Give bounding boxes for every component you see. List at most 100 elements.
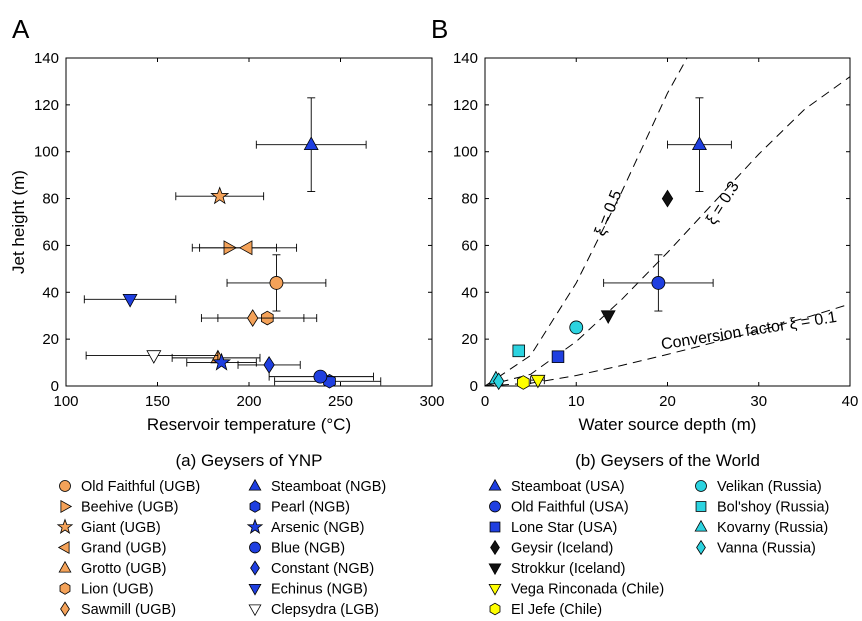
legend-label: Grotto (UGB) xyxy=(81,561,166,577)
star-legend-marker xyxy=(56,518,74,534)
y-tick-label: 100 xyxy=(34,144,59,161)
legend-label: Constant (NGB) xyxy=(271,561,374,577)
x-tick-label: 200 xyxy=(236,393,261,410)
legend-label: Blue (NGB) xyxy=(271,541,345,557)
legend-entry-sawmill-ugb: Sawmill (UGB) xyxy=(60,601,176,618)
data-point-sawmill-ugb xyxy=(200,309,305,327)
y-tick-label: 0 xyxy=(470,378,478,395)
square-marker xyxy=(551,350,565,363)
legend-entry-giant-ugb: Giant (UGB) xyxy=(56,518,161,536)
legend-entry-vega-rinconada-chile: Vega Rinconada (Chile) xyxy=(488,582,664,598)
legend-label: Velikan (Russia) xyxy=(717,479,822,495)
square-marker xyxy=(512,344,526,358)
legend-label: Kovarny (Russia) xyxy=(717,520,828,536)
legend-title: (a) Geysers of YNP xyxy=(175,451,322,470)
triangle-up-legend-marker xyxy=(694,519,708,532)
conversion-line-label: ξ = 0.3 xyxy=(703,178,743,227)
legend-entry-old-faithful-ugb: Old Faithful (UGB) xyxy=(59,479,200,495)
data-point-strokkur-iceland xyxy=(600,310,616,325)
legend-label: Sawmill (UGB) xyxy=(81,602,176,618)
square-legend-marker xyxy=(489,521,501,533)
circle-legend-marker xyxy=(489,500,501,513)
legend-entry-echinus-ngb: Echinus (NGB) xyxy=(248,582,368,598)
legend-label: Lion (UGB) xyxy=(81,582,154,598)
data-point-constant-ngb xyxy=(237,356,301,374)
data-point-steamboat-usa xyxy=(667,97,732,192)
data-point-vega-rinconada-chile xyxy=(530,374,546,389)
panel-a: A 100 150 200 250 300 0 20 40 60 80 100 120 140 Reserv… xyxy=(9,14,445,618)
legend-entry-steamboat-usa: Steamboat (USA) xyxy=(488,478,625,495)
x-tick-label: 0 xyxy=(481,393,489,410)
legend-entry-clepsydra-lgb: Clepsydra (LGB) xyxy=(248,602,379,618)
hexagon-legend-marker xyxy=(59,582,71,595)
y-tick-label: 20 xyxy=(461,331,478,348)
legend-entry-steamboat-ngb: Steamboat (NGB) xyxy=(248,478,386,495)
legend-entry-arsenic-ngb: Arsenic (NGB) xyxy=(246,518,364,536)
plot-frame xyxy=(65,57,433,387)
legend-label: Old Faithful (USA) xyxy=(511,500,629,516)
diamond-legend-marker xyxy=(696,539,706,556)
legend-entry-pearl-ngb: Pearl (NGB) xyxy=(249,500,350,516)
legend-label: Steamboat (NGB) xyxy=(271,479,386,495)
square-legend-marker xyxy=(695,501,707,512)
star-marker xyxy=(212,352,232,371)
data-point-clepsydra-lgb xyxy=(85,350,219,364)
hexagon-legend-marker xyxy=(489,602,501,616)
triangle-left-marker xyxy=(238,240,253,256)
data-point-lone-star-usa xyxy=(551,350,565,363)
conversion-line-label: Conversion factor ξ = 0.1 xyxy=(660,309,838,354)
triangle-down-marker xyxy=(530,374,546,389)
triangle-down-marker xyxy=(600,310,616,325)
legend-entry-bol-shoy-russia: Bol'shoy (Russia) xyxy=(695,500,829,516)
legend-label: Vega Rinconada (Chile) xyxy=(511,582,664,598)
conversion-line-label: ξ = 0.5 xyxy=(592,188,626,239)
conversion-line-xi-0-5 xyxy=(485,58,688,386)
legend-label: Clepsydra (LGB) xyxy=(271,602,379,618)
legend-entry-velikan-russia: Velikan (Russia) xyxy=(695,479,822,495)
hexagon-marker xyxy=(517,375,530,390)
legend-entry-lone-star-usa: Lone Star (USA) xyxy=(489,520,617,536)
y-tick-label: 120 xyxy=(453,97,478,114)
legend-label: Giant (UGB) xyxy=(81,520,161,536)
legend-entry-blue-ngb: Blue (NGB) xyxy=(249,541,345,557)
legend-label: Lone Star (USA) xyxy=(511,520,617,536)
legend-label: Grand (UGB) xyxy=(81,541,166,557)
x-tick-label: 30 xyxy=(750,393,767,410)
triangle-left-legend-marker xyxy=(57,541,70,554)
legend-label: Steamboat (USA) xyxy=(511,479,625,495)
x-tick-label: 150 xyxy=(145,393,170,410)
circle-legend-marker xyxy=(249,541,261,554)
legend-entry-lion-ugb: Lion (UGB) xyxy=(59,582,154,598)
x-axis-label: Water source depth (m) xyxy=(579,415,757,434)
circle-marker xyxy=(651,276,666,290)
star-legend-marker xyxy=(246,518,264,534)
x-tick-label: 100 xyxy=(53,393,78,410)
legend-entry-grotto-ugb: Grotto (UGB) xyxy=(58,560,166,577)
panel-label: B xyxy=(431,14,448,44)
data-point-bol-shoy-russia xyxy=(512,344,526,358)
x-tick-label: 250 xyxy=(328,393,353,410)
conversion-line-xi-0-3 xyxy=(485,76,850,386)
triangle-down-marker xyxy=(122,293,138,308)
legend-entry-geysir-iceland: Geysir (Iceland) xyxy=(490,539,613,557)
data-point-steamboat-ngb xyxy=(255,97,367,192)
y-tick-label: 100 xyxy=(453,144,478,161)
legend-label: Arsenic (NGB) xyxy=(271,520,364,536)
data-point-vanna-russia xyxy=(493,372,505,391)
triangle-up-legend-marker xyxy=(488,478,502,491)
data-point-old-faithful-ugb xyxy=(226,254,327,312)
triangle-down-legend-marker xyxy=(488,563,502,576)
legend-label: Strokkur (Iceland) xyxy=(511,561,625,577)
y-tick-label: 80 xyxy=(42,191,59,208)
triangle-down-marker xyxy=(146,350,162,364)
y-tick-label: 40 xyxy=(42,284,59,301)
circle-legend-marker xyxy=(695,480,707,492)
data-point-giant-ugb xyxy=(175,186,265,205)
data-point-geysir-iceland xyxy=(661,189,674,208)
legend-label: Bol'shoy (Russia) xyxy=(717,500,829,516)
triangle-up-marker xyxy=(691,136,707,151)
legend-entry-el-jefe-chile: El Jefe (Chile) xyxy=(489,602,602,618)
data-point-velikan-russia xyxy=(569,320,584,335)
triangle-right-legend-marker xyxy=(60,500,73,513)
legend: Old Faithful (UGB) Beehive (UGB) Giant (UG… xyxy=(56,478,386,618)
